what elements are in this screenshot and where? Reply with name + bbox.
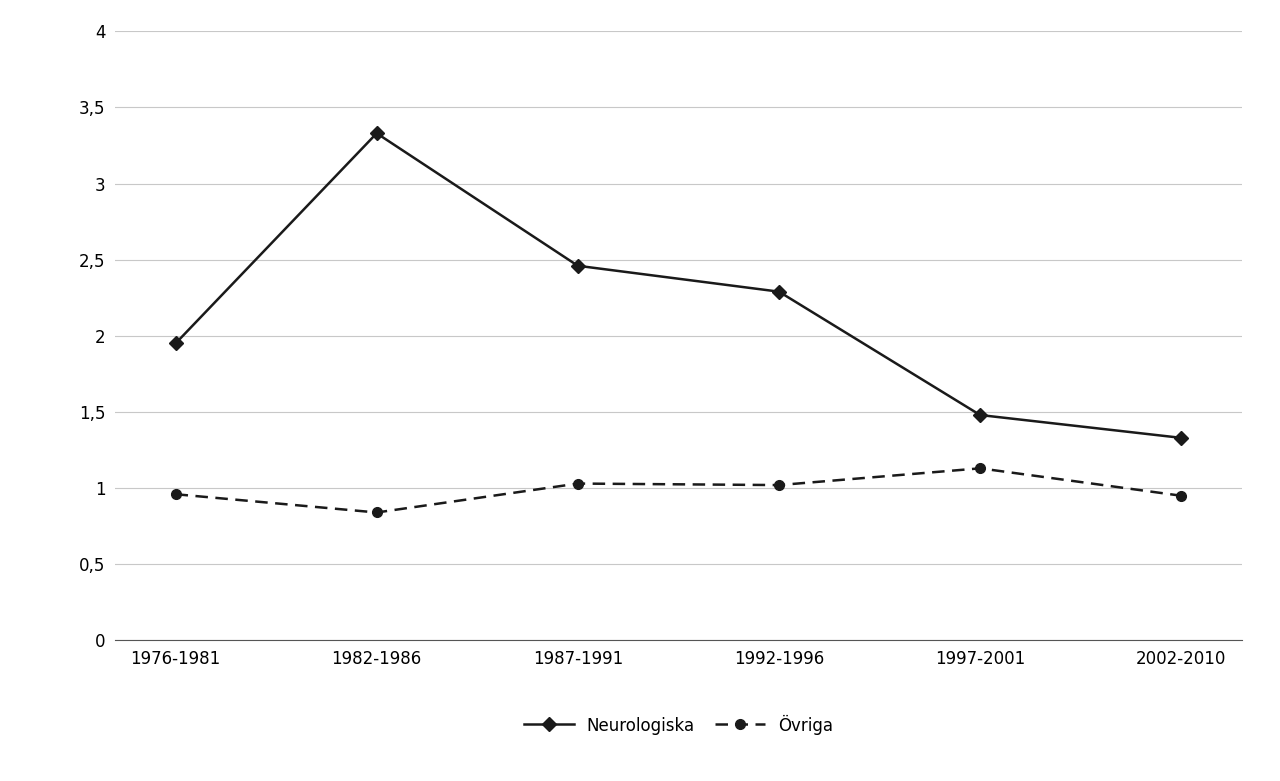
Legend: Neurologiska, Övriga: Neurologiska, Övriga — [517, 708, 840, 742]
